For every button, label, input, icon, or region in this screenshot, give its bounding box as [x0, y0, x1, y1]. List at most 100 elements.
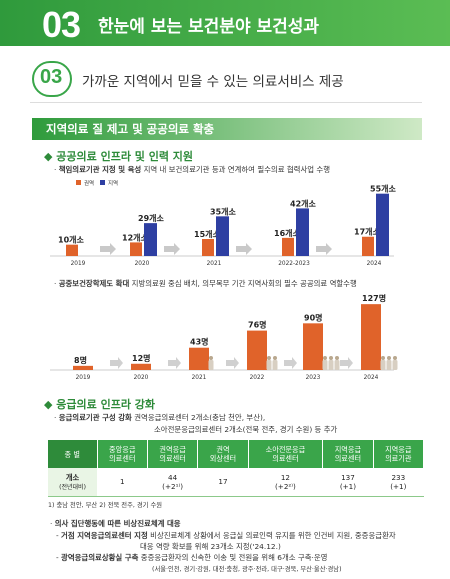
emergency-centers-table: 종 별 중앙응급 의료센터 권역응급 의료센터 권역 외상센터 소아전문응급 의료센터 지역응급 의… — [48, 440, 425, 497]
x-tick-1: 2020 — [134, 375, 149, 381]
bar-label-4: 90명 — [304, 312, 323, 322]
arrow-3 — [316, 243, 332, 255]
table-header: 중앙응급 의료센터 — [97, 440, 148, 468]
section-title: 가까운 지역에서 믿을 수 있는 의료서비스 제공 — [82, 74, 344, 90]
person-head-icon — [209, 356, 213, 360]
header-band — [0, 0, 450, 46]
bar-label-0: 8명 — [74, 355, 87, 365]
bar-a-label-3: 16개소 — [274, 228, 300, 238]
table-cell: 137 (+1) — [322, 468, 374, 497]
bar-a-2 — [202, 239, 214, 256]
person-head-icon — [323, 356, 327, 360]
bar-a-label-0: 10개소 — [58, 235, 84, 245]
section-bar-regional: 지역의료 질 제고 및 공공의료 확충 — [32, 118, 422, 140]
arrow-2 — [236, 243, 252, 255]
person-head-icon — [273, 356, 277, 360]
person-body-icon — [322, 360, 328, 370]
arrow-1 — [164, 243, 180, 255]
bar-b-label-4: 55개소 — [370, 184, 396, 194]
legend-label-b: 지역 — [108, 179, 118, 187]
bullet-emergency-response: · 의사 집단행동에 따른 비상진료체계 대응 — [50, 519, 181, 528]
bullet-public-health-scholarship: · 공중보건장학제도 확대 지방의료원 중심 배치, 의무복무 기간 지역사회의… — [54, 279, 357, 288]
row-label: 개소 (전년대비) — [48, 468, 98, 497]
person-head-icon — [387, 356, 391, 360]
arrow-1 — [168, 357, 181, 369]
bar-b-1 — [144, 223, 157, 256]
x-tick-1: 2020 — [135, 261, 150, 267]
divider — [30, 102, 422, 103]
table-cell: 1 — [97, 468, 148, 497]
section-number-badge: 03 — [32, 61, 72, 97]
arrow-0 — [100, 243, 116, 255]
x-tick-4: 2024 — [367, 261, 382, 267]
table-header: 권역 외상센터 — [197, 440, 249, 468]
bar-2 — [189, 347, 209, 370]
legend-swatch-a — [76, 180, 81, 185]
x-tick-0: 2019 — [76, 375, 91, 381]
arrow-4 — [340, 357, 353, 369]
bar-a-3 — [282, 237, 294, 256]
heading-emergency-infra: ◆ 응급의료 인프라 강화 — [44, 398, 156, 411]
person-body-icon — [272, 360, 278, 370]
person-head-icon — [381, 356, 385, 360]
bullet-base-center-line2: 대응 역량 확보를 위해 23개소 지정('24.12.) — [140, 542, 281, 551]
bar-b-label-3: 42개소 — [290, 198, 316, 208]
x-tick-5: 2024 — [364, 375, 379, 381]
person-head-icon — [335, 356, 339, 360]
bar-3 — [247, 330, 267, 370]
chart-responsible-institutions: 권역 지역 10개소 2019 12개소 29개소 2020 15개소 35개소 2021 16개… — [50, 179, 396, 267]
table-header: 지역응급 의료센터 — [322, 440, 374, 468]
arrow-2 — [226, 357, 239, 369]
bar-b-3 — [296, 208, 309, 256]
person-head-icon — [329, 356, 333, 360]
person-body-icon — [392, 360, 398, 370]
x-tick-2: 2021 — [207, 261, 222, 267]
arrow-3 — [284, 357, 297, 369]
table-cell: 233 (+1) — [373, 468, 424, 497]
heading-public-infra: ◆ 공공의료 인프라 및 인력 지원 — [44, 150, 194, 163]
person-body-icon — [266, 360, 272, 370]
chapter-number: 03 — [42, 4, 81, 45]
table-header: 종 별 — [48, 440, 98, 468]
table-cell: 17 — [197, 468, 249, 497]
bar-b-4 — [376, 193, 389, 256]
bar-a-label-1: 12개소 — [122, 232, 148, 242]
x-tick-2: 2021 — [192, 375, 207, 381]
table-header: 권역응급 의료센터 — [147, 440, 199, 468]
bar-a-1 — [130, 242, 142, 256]
bar-a-label-2: 15개소 — [194, 229, 220, 239]
legend-swatch-b — [100, 180, 105, 185]
person-body-icon — [328, 360, 334, 370]
bullet-control-room: - 광역응급의료상황실 구축 중증응급환자의 신속한 이송 및 전원을 위해 6… — [56, 553, 328, 562]
bar-a-4 — [362, 236, 374, 256]
bar-label-1: 12명 — [132, 353, 151, 363]
bar-label-2: 43명 — [190, 337, 209, 347]
table-cell: 44 (+2¹⁾) — [147, 468, 198, 497]
table-header: 지역응급 의료기관 — [373, 440, 425, 468]
bar-4 — [303, 323, 323, 370]
bar-b-2 — [216, 216, 229, 256]
legend-label-a: 권역 — [84, 179, 94, 187]
table-header: 소아전문응급 의료센터 — [248, 440, 324, 468]
bullet-base-center: - 거점 지역응급의료센터 지정 비상진료체계 상황에서 응급실 의료인력 유지… — [56, 531, 396, 540]
control-room-regions: (서울·인천, 경기·강원, 대전·충청, 광주·전라, 대구·경북, 부산·울… — [152, 566, 342, 573]
bullet-responsible-institutions: · 책임의료기관 지정 및 육성 지역 내 보건의료기관 등과 연계하여 필수의… — [54, 165, 331, 174]
person-body-icon — [386, 360, 392, 370]
bar-label-3: 76명 — [248, 320, 267, 330]
bar-b-label-2: 35개소 — [210, 206, 236, 216]
person-head-icon — [393, 356, 397, 360]
bar-0 — [73, 365, 93, 370]
bar-1 — [131, 363, 151, 370]
bullet-emergency-structure: · 응급의료기관 구성 강화 권역응급의료센터 2개소(충남 천안, 부산), — [54, 413, 266, 422]
bar-b-label-1: 29개소 — [138, 213, 164, 223]
person-body-icon — [334, 360, 340, 370]
chart-scholarship-doctors: 8명 2019 12명 2020 43명 2021 76명 2022 90명 2023 127명 20… — [50, 293, 398, 381]
person-head-icon — [267, 356, 271, 360]
x-tick-3: 2022-2023 — [278, 261, 310, 267]
bar-a-0 — [66, 244, 78, 256]
person-body-icon — [380, 360, 386, 370]
table-footnote: 1) 충남 천안, 부산 2) 전북 전주, 경기 수원 — [48, 502, 163, 509]
person-body-icon — [208, 360, 214, 370]
x-tick-0: 2019 — [71, 261, 86, 267]
x-tick-3: 2022 — [250, 375, 265, 381]
